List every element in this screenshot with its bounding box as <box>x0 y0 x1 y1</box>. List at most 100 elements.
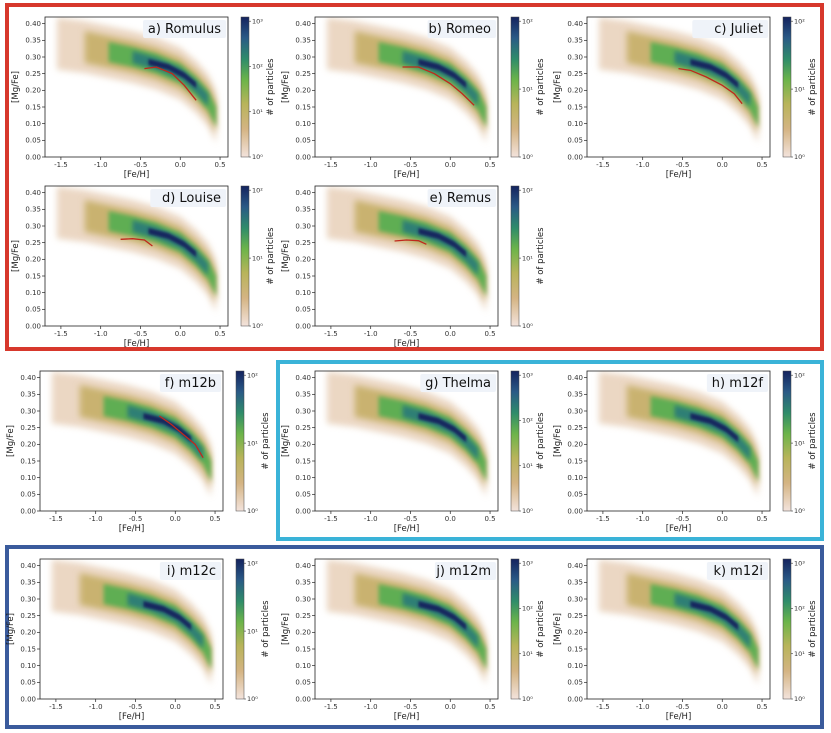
y-tick-label: 0.20 <box>295 629 311 637</box>
y-tick-label: 0.15 <box>295 272 311 280</box>
colorbar-tick-label: 10⁰ <box>794 695 805 703</box>
density-map <box>598 17 759 144</box>
colorbar-label: # of particles <box>266 58 276 116</box>
y-tick-label: 0.35 <box>295 579 311 587</box>
y-axis-label: [Mg/Fe] <box>281 240 291 272</box>
density-map <box>51 559 212 685</box>
y-tick-label: 0.35 <box>25 206 41 214</box>
y-tick-label: 0.00 <box>25 153 41 161</box>
y-tick-label: 0.25 <box>20 424 36 432</box>
colorbar-tick-label: 10² <box>794 605 805 613</box>
colorbar <box>240 16 250 158</box>
y-tick-label: 0.00 <box>295 695 311 703</box>
y-tick-label: 0.25 <box>567 424 583 432</box>
x-tick-label: -1.5 <box>49 703 63 711</box>
x-tick-label: -1.5 <box>324 330 338 338</box>
y-tick-label: 0.20 <box>25 87 41 95</box>
y-axis-label: [Mg/Fe] <box>553 425 563 457</box>
median-line <box>144 66 197 101</box>
x-axis-label: [Fe/H] <box>119 524 145 534</box>
axes-frame <box>586 558 771 700</box>
panel-title-box <box>143 20 226 38</box>
x-axis-label: [Fe/H] <box>666 524 692 534</box>
x-tick-label: -1.0 <box>636 515 650 523</box>
density-peak <box>143 601 192 631</box>
x-tick-label: 0.0 <box>717 515 728 523</box>
y-tick-label: 0.30 <box>295 53 311 61</box>
colorbar-tick-label: 10² <box>522 186 533 194</box>
median-line <box>402 66 475 106</box>
x-tick-label: -1.5 <box>49 515 63 523</box>
x-tick-label: 0.0 <box>717 703 728 711</box>
colorbar-label: # of particles <box>261 412 271 470</box>
density-peak <box>418 413 467 443</box>
axes-frame <box>314 185 499 327</box>
y-tick-label: 0.10 <box>295 474 311 482</box>
colorbar-tick-label: 10¹ <box>522 85 533 93</box>
y-axis-label: [Mg/Fe] <box>11 71 21 103</box>
colorbar-tick-label: 10² <box>252 186 263 194</box>
y-tick-label: 0.00 <box>295 153 311 161</box>
y-tick-label: 0.30 <box>20 595 36 603</box>
panel-3: -1.5 -1.0 -0.5 0.0 0.5 0.00 0.05 0.10 0.15 0.20 0.… <box>553 16 818 180</box>
x-tick-label: -1.0 <box>364 330 378 338</box>
density-map <box>598 559 759 685</box>
colorbar-tick-label: 10¹ <box>522 462 533 470</box>
x-tick-label: 0.0 <box>717 161 728 169</box>
y-tick-label: 0.20 <box>295 87 311 95</box>
panel-title-box <box>420 374 496 392</box>
x-tick-label: -1.0 <box>636 161 650 169</box>
colorbar-tick-label: 10¹ <box>252 108 263 116</box>
colorbar-label: # of particles <box>808 412 818 470</box>
axes-frame <box>314 16 499 158</box>
colorbar-tick-label: 10² <box>522 417 533 425</box>
colorbar <box>782 16 792 158</box>
y-tick-label: 0.35 <box>567 391 583 399</box>
y-tick-label: 0.30 <box>295 222 311 230</box>
colorbar-label: # of particles <box>536 600 546 658</box>
colorbar-tick-label: 10⁰ <box>522 695 533 703</box>
colorbar-tick-label: 10¹ <box>522 650 533 658</box>
density-map <box>56 186 217 312</box>
x-tick-label: -1.5 <box>596 703 610 711</box>
x-axis-label: [Fe/H] <box>394 339 420 349</box>
y-axis-label: [Mg/Fe] <box>6 425 16 457</box>
panel-6: -1.5 -1.0 -0.5 0.0 0.5 0.00 0.05 0.10 0.15 0.20 0.… <box>6 370 271 534</box>
colorbar-tick-label: 10⁰ <box>522 153 533 161</box>
y-tick-label: 0.05 <box>567 491 583 499</box>
panel-title: c) Juliet <box>714 22 763 37</box>
axes-frame <box>314 558 499 700</box>
panel-title: f) m12b <box>165 376 216 391</box>
colorbar-tick-label: 10⁰ <box>794 507 805 515</box>
y-tick-label: 0.05 <box>295 679 311 687</box>
colorbar-tick-label: 10¹ <box>794 650 805 658</box>
y-tick-label: 0.10 <box>567 120 583 128</box>
colorbar-tick-label: 10¹ <box>247 439 258 447</box>
median-line <box>158 415 204 458</box>
panel-title-box <box>706 374 768 392</box>
y-tick-label: 0.00 <box>567 695 583 703</box>
colorbar-tick-label: 10¹ <box>522 254 533 262</box>
density-peak <box>418 601 467 631</box>
y-axis-label: [Mg/Fe] <box>281 425 291 457</box>
y-tick-label: 0.40 <box>295 374 311 382</box>
axes-frame <box>44 16 229 158</box>
y-tick-label: 0.15 <box>20 645 36 653</box>
panel-10: -1.5 -1.0 -0.5 0.0 0.5 0.00 0.05 0.10 0.15 0.20 0.… <box>281 558 546 722</box>
panel-7: -1.5 -1.0 -0.5 0.0 0.5 0.00 0.05 0.10 0.15 0.20 0.… <box>281 370 546 534</box>
y-tick-label: 0.20 <box>20 441 36 449</box>
median-line <box>394 239 427 245</box>
x-tick-label: -1.0 <box>89 703 103 711</box>
colorbar-tick-label: 10⁰ <box>252 153 263 161</box>
colorbar-tick-label: 10⁰ <box>252 322 263 330</box>
y-tick-label: 0.30 <box>295 595 311 603</box>
x-tick-label: -0.5 <box>676 703 690 711</box>
y-tick-label: 0.05 <box>567 137 583 145</box>
x-axis-label: [Fe/H] <box>119 712 145 722</box>
density-peak <box>418 228 467 258</box>
y-axis-label: [Mg/Fe] <box>6 613 16 645</box>
x-tick-label: 0.5 <box>209 515 220 523</box>
x-tick-label: -1.0 <box>364 161 378 169</box>
axes-frame <box>586 16 771 158</box>
y-tick-label: 0.30 <box>567 407 583 415</box>
